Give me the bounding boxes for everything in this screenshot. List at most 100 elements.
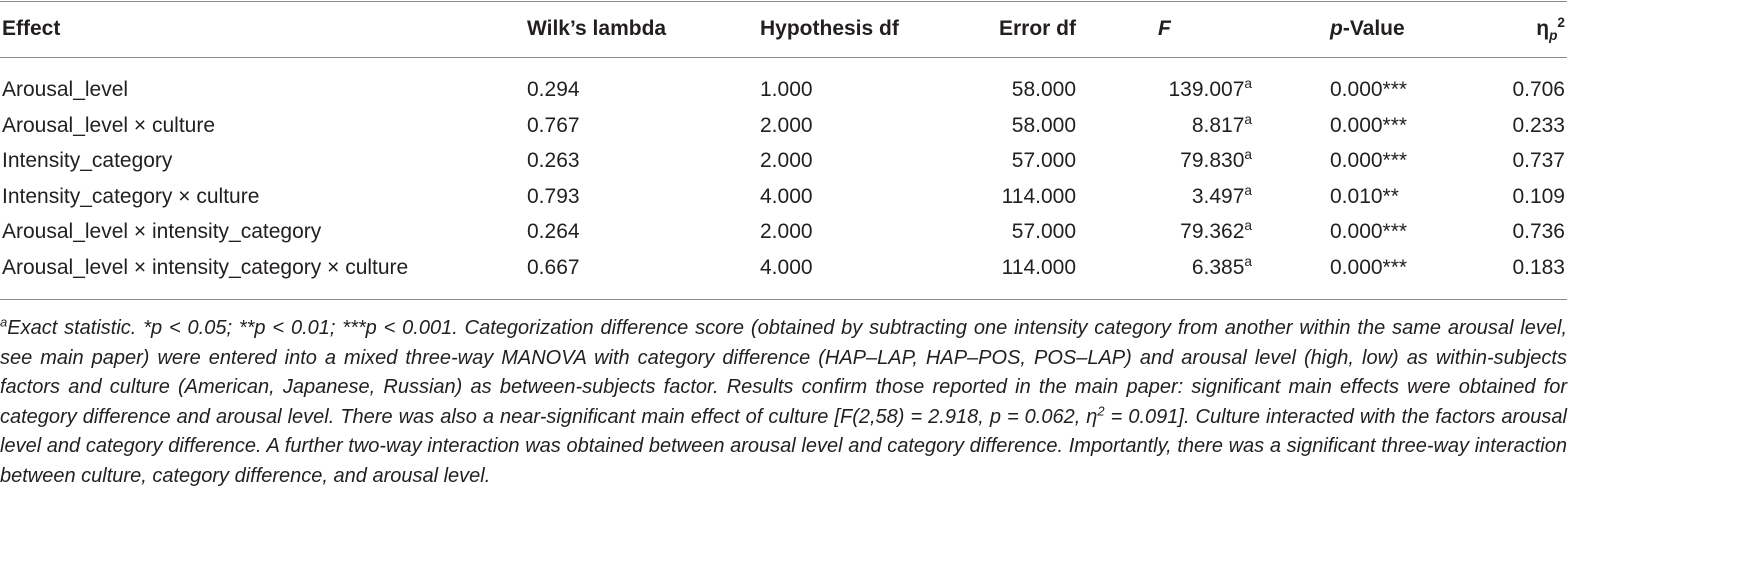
- cell-text: 0.000***: [1330, 256, 1408, 279]
- cell-text: Arousal_level × culture: [2, 113, 216, 137]
- cell-text: 0.263: [527, 149, 580, 173]
- cell: Arousal_level: [2, 77, 128, 103]
- cell-note: a: [1244, 254, 1252, 269]
- cell: 139.007a: [1168, 77, 1252, 103]
- cell: 0.000***: [1330, 255, 1407, 281]
- header-cell: Hypothesis df: [760, 16, 899, 42]
- cell: 0.233: [1512, 113, 1565, 139]
- cell-text: Arousal_level × intensity_category × cul…: [2, 256, 409, 279]
- cell: 1.000: [760, 77, 813, 103]
- cell: Arousal_level × culture: [2, 113, 215, 139]
- cell-text: 8.817: [1191, 113, 1245, 137]
- cell: 0.737: [1512, 148, 1565, 174]
- cell: 3.497a: [1191, 182, 1252, 210]
- cell-text: 0.767: [527, 113, 580, 137]
- header-text: Effect: [2, 17, 61, 40]
- cell-text: 0.183: [1512, 256, 1565, 279]
- cell-text: 3.497: [1191, 184, 1245, 208]
- footnote-sup: 2: [1097, 403, 1105, 419]
- header-text: Wilk’s lambda: [527, 17, 667, 40]
- header-cell: p-Value: [1330, 16, 1405, 42]
- cell: 114.000: [1002, 255, 1076, 281]
- cell: Arousal_level × intensity_category: [2, 219, 321, 245]
- cell-text: 1.000: [760, 78, 813, 101]
- cell: 4.000: [760, 184, 813, 210]
- cell-text: 2.000: [760, 149, 813, 173]
- cell: 58.000: [1012, 77, 1076, 103]
- header-cell: Error df: [999, 16, 1076, 42]
- cell-text: 2.000: [760, 113, 813, 137]
- cell-text: Arousal_level × intensity_category: [2, 220, 322, 244]
- cell: 2.000: [760, 219, 813, 245]
- header-text: 2: [1557, 15, 1565, 30]
- bottom-rule: [0, 299, 1567, 300]
- cell-text: 0.793: [527, 184, 580, 208]
- cell-text: 0.736: [1512, 220, 1565, 244]
- cell-text: 0.000***: [1330, 78, 1408, 101]
- header-text: F: [1158, 17, 1171, 40]
- cell-note: a: [1244, 218, 1252, 234]
- cell-text: 0.706: [1512, 78, 1565, 101]
- cell: 58.000: [1012, 113, 1076, 139]
- cell: Arousal_level × intensity_category × cul…: [2, 255, 408, 281]
- cell-text: 0.010**: [1330, 184, 1399, 208]
- cell: 79.830a: [1180, 148, 1252, 174]
- cell-text: 0.294: [527, 78, 580, 101]
- cell: 0.109: [1512, 184, 1565, 210]
- header-text: Error df: [998, 17, 1076, 40]
- cell: 114.000: [1002, 184, 1076, 210]
- cell-text: 6.385: [1191, 256, 1245, 279]
- footnote: aExact statistic. *p < 0.05; **p < 0.01;…: [0, 314, 1567, 492]
- footnote-marker: a: [0, 314, 8, 330]
- cell-text: 114.000: [1001, 256, 1076, 279]
- header-text: p: [1330, 17, 1343, 40]
- cell-text: 0.000***: [1330, 220, 1408, 244]
- cell: 0.263: [527, 148, 580, 174]
- cell: 6.385a: [1192, 255, 1252, 281]
- cell-text: Intensity_category × culture: [2, 184, 260, 208]
- cell: 0.736: [1512, 219, 1565, 245]
- cell-text: 114.000: [1001, 184, 1076, 208]
- cell-text: 0.233: [1512, 113, 1565, 137]
- cell: 8.817a: [1191, 111, 1252, 139]
- cell: 0.183: [1512, 255, 1565, 281]
- cell: 4.000: [760, 255, 813, 281]
- cell-text: 79.362: [1180, 220, 1245, 244]
- cell-note: a: [1244, 76, 1252, 91]
- header-text: p: [1549, 28, 1558, 44]
- cell-text: 0.000***: [1330, 113, 1408, 137]
- cell-note: a: [1244, 182, 1252, 198]
- header-text: η: [1536, 17, 1550, 40]
- cell: 0.000***: [1330, 77, 1407, 103]
- cell-text: 0.264: [527, 220, 580, 244]
- cell-text: Intensity_category: [2, 149, 173, 173]
- cell-text: 79.830: [1180, 149, 1245, 173]
- cell: 2.000: [760, 148, 813, 174]
- cell-text: 0.109: [1512, 184, 1565, 208]
- cell-text: 0.667: [527, 256, 580, 279]
- header-cell: Effect: [2, 16, 60, 42]
- header-text: -Value: [1342, 17, 1405, 40]
- cell: 0.793: [527, 184, 580, 210]
- cell: 0.294: [527, 77, 580, 103]
- cell: 0.010**: [1330, 184, 1399, 210]
- top-rule: [0, 1, 1567, 2]
- header-cell: ηp2: [1536, 15, 1565, 44]
- cell: 57.000: [1012, 148, 1076, 174]
- cell: 0.667: [527, 255, 580, 281]
- cell: 0.000***: [1330, 219, 1407, 245]
- cell-text: 58.000: [1011, 78, 1076, 101]
- header-cell: F: [1158, 16, 1171, 42]
- cell-text: 57.000: [1011, 149, 1076, 173]
- cell: 0.000***: [1330, 113, 1407, 139]
- cell: 79.362a: [1180, 219, 1252, 245]
- cell: Intensity_category × culture: [2, 184, 259, 210]
- cell-text: Arousal_level: [2, 78, 129, 101]
- cell: 0.000***: [1330, 148, 1407, 174]
- cell: 0.706: [1512, 77, 1565, 103]
- cell: 0.767: [527, 113, 580, 139]
- header-rule: [0, 57, 1567, 58]
- cell-note: a: [1244, 111, 1252, 127]
- cell-note: a: [1244, 147, 1252, 163]
- cell-text: 2.000: [760, 220, 813, 244]
